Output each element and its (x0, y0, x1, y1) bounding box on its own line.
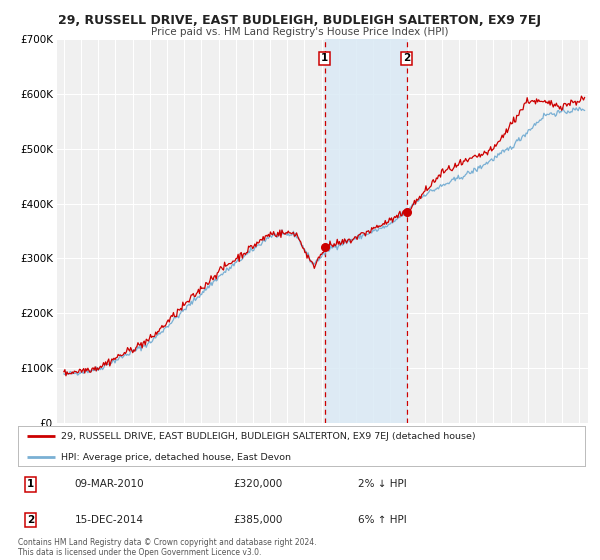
Text: 1: 1 (321, 53, 328, 63)
Text: 29, RUSSELL DRIVE, EAST BUDLEIGH, BUDLEIGH SALTERTON, EX9 7EJ (detached house): 29, RUSSELL DRIVE, EAST BUDLEIGH, BUDLEI… (61, 432, 475, 441)
Text: 09-MAR-2010: 09-MAR-2010 (75, 479, 145, 489)
Text: 1: 1 (27, 479, 34, 489)
Text: HPI: Average price, detached house, East Devon: HPI: Average price, detached house, East… (61, 452, 290, 461)
Text: 29, RUSSELL DRIVE, EAST BUDLEIGH, BUDLEIGH SALTERTON, EX9 7EJ: 29, RUSSELL DRIVE, EAST BUDLEIGH, BUDLEI… (59, 14, 542, 27)
Text: 2: 2 (403, 53, 410, 63)
Text: 6% ↑ HPI: 6% ↑ HPI (358, 515, 407, 525)
Text: 2: 2 (27, 515, 34, 525)
Text: Price paid vs. HM Land Registry's House Price Index (HPI): Price paid vs. HM Land Registry's House … (151, 27, 449, 37)
Text: This data is licensed under the Open Government Licence v3.0.: This data is licensed under the Open Gov… (18, 548, 262, 557)
Text: 2% ↓ HPI: 2% ↓ HPI (358, 479, 407, 489)
Text: 15-DEC-2014: 15-DEC-2014 (75, 515, 144, 525)
Text: £385,000: £385,000 (233, 515, 283, 525)
Bar (325, 39, 407, 423)
Text: Contains HM Land Registry data © Crown copyright and database right 2024.: Contains HM Land Registry data © Crown c… (18, 538, 317, 547)
Text: £320,000: £320,000 (233, 479, 283, 489)
